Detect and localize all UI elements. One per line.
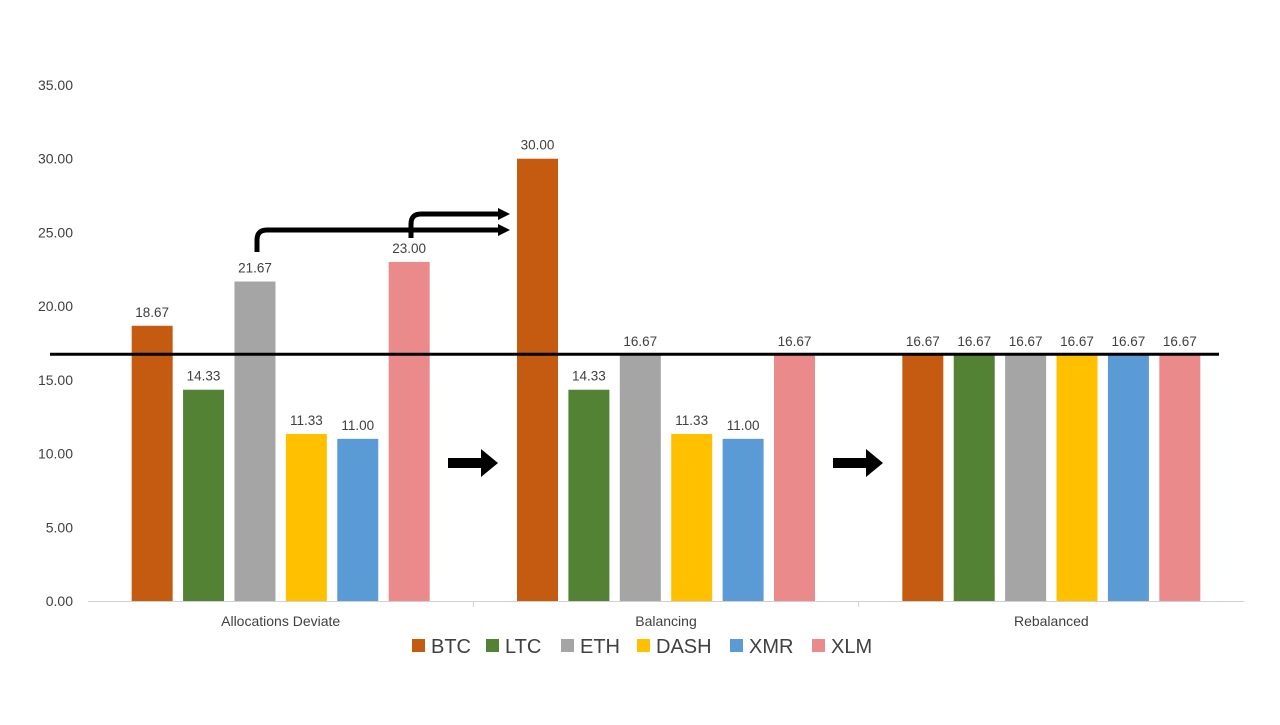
- legend-label: BTC: [431, 636, 471, 658]
- data-labels-layer: 18.67 14.33 21.67 11.33 11.00 23.00 30.00 14.33…: [135, 138, 1196, 433]
- bar: [1056, 355, 1098, 601]
- bar: [619, 355, 661, 601]
- x-category-label: Allocations Deviate: [221, 613, 340, 629]
- transfer-arrow-xlm: [408, 211, 500, 238]
- y-tick-label: 25.00: [38, 224, 73, 240]
- bar: [183, 389, 225, 601]
- data-label: 16.67: [1060, 334, 1094, 349]
- annotation-layer: [50, 208, 1219, 477]
- data-label: 11.33: [675, 413, 708, 428]
- legend-label: ETH: [580, 636, 620, 658]
- data-label: 18.67: [135, 305, 169, 320]
- bars-layer: [131, 158, 1201, 601]
- y-tick-label: 10.00: [38, 446, 73, 462]
- data-label: 30.00: [521, 138, 555, 153]
- legend-label: XMR: [749, 636, 793, 658]
- stage-arrow: [833, 449, 883, 477]
- legend-swatch: [812, 639, 825, 652]
- legend-label: LTC: [505, 636, 541, 658]
- bar: [131, 325, 173, 601]
- y-tick-label: 30.00: [38, 151, 73, 167]
- data-label: 11.33: [290, 413, 323, 428]
- bar: [953, 355, 995, 601]
- y-axis: 0.00 5.00 10.00 15.00 20.00 25.00 30.00 35.00: [38, 77, 73, 609]
- transfer-arrowhead: [498, 224, 510, 236]
- x-category-label: Balancing: [635, 613, 697, 629]
- data-label: 11.00: [341, 418, 374, 433]
- bar: [568, 389, 610, 601]
- bar: [1005, 355, 1047, 601]
- data-label: 14.33: [187, 369, 221, 384]
- y-tick-label: 0.00: [46, 593, 73, 609]
- x-axis: Allocations Deviate Balancing Rebalanced: [88, 601, 1244, 629]
- data-label: 11.00: [727, 418, 760, 433]
- bar: [902, 355, 944, 601]
- bar: [517, 158, 558, 601]
- bar: [671, 433, 713, 601]
- legend-label: DASH: [656, 636, 712, 658]
- bar: [285, 433, 327, 601]
- data-label: 16.67: [906, 334, 940, 349]
- data-label: 16.67: [1009, 334, 1043, 349]
- legend-swatch: [486, 639, 499, 652]
- transfer-arrow-eth: [254, 227, 500, 252]
- bar: [774, 355, 815, 601]
- bar: [1107, 355, 1149, 601]
- bar: [234, 281, 276, 601]
- data-label: 16.67: [778, 334, 812, 349]
- y-tick-label: 35.00: [38, 77, 73, 93]
- legend-swatch: [730, 639, 743, 652]
- data-label: 23.00: [392, 241, 426, 256]
- data-label: 16.67: [1163, 334, 1197, 349]
- y-tick-label: 20.00: [38, 298, 73, 314]
- stage-arrow: [448, 449, 498, 477]
- data-label: 16.67: [957, 334, 991, 349]
- data-label: 21.67: [238, 261, 272, 276]
- legend-swatch: [637, 639, 650, 652]
- data-label: 16.67: [623, 334, 657, 349]
- y-tick-label: 5.00: [46, 519, 73, 535]
- legend-swatch: [412, 639, 425, 652]
- bar: [722, 438, 764, 601]
- transfer-arrowhead: [498, 208, 510, 220]
- data-label: 16.67: [1112, 334, 1146, 349]
- bar: [1159, 355, 1201, 601]
- data-label: 14.33: [572, 369, 606, 384]
- legend-label: XLM: [831, 636, 872, 658]
- y-tick-label: 15.00: [38, 372, 73, 388]
- bar: [337, 438, 379, 601]
- legend-swatch: [561, 639, 574, 652]
- x-category-label: Rebalanced: [1014, 613, 1089, 629]
- legend: BTC LTC ETH DASH XMR XLM: [412, 636, 872, 658]
- bar: [388, 261, 430, 601]
